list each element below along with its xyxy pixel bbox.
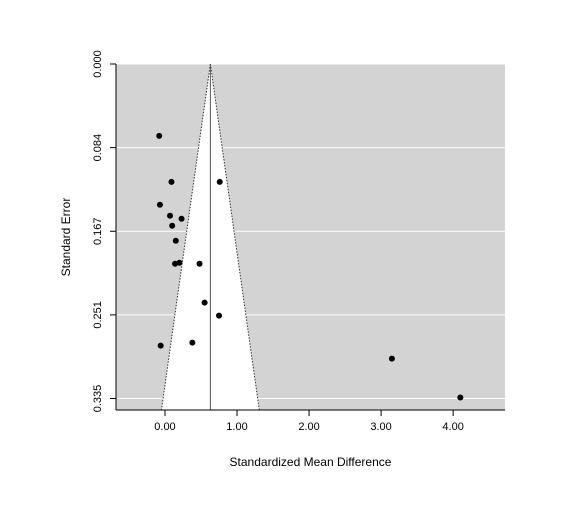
data-point [457,394,464,401]
x-tick-label: 3.00 [370,421,391,433]
x-tick-label: 1.00 [226,421,247,433]
x-tick-label: 0.00 [154,421,175,433]
axes [115,64,505,411]
y-tick-label: 0.084 [92,134,104,162]
data-point [172,237,179,244]
data-point [156,132,163,139]
data-point [156,201,163,208]
data-point [189,339,196,346]
x-axis-ticks: 0.00 1.00 2.00 3.00 4.00 [154,410,464,433]
x-axis-title: Standardized Mean Difference [230,455,392,469]
data-point [196,260,203,267]
y-tick-label: 0.167 [92,217,104,245]
y-tick-label: 0.335 [92,385,104,413]
data-point [167,212,174,219]
y-tick-label: 0.000 [92,50,104,78]
x-tick-label: 4.00 [442,421,463,433]
y-tick-label: 0.251 [92,301,104,329]
data-point [172,260,179,267]
data-points [156,132,464,401]
data-point [388,355,395,362]
y-axis-ticks: 0.000 0.084 0.167 0.251 0.335 [92,50,116,412]
x-tick-label: 2.00 [298,421,319,433]
y-axis-title: Standard Error [59,198,73,277]
data-point [169,222,176,229]
data-point [216,178,223,185]
data-point [216,312,223,319]
data-point [157,342,164,349]
data-point [168,178,175,185]
data-point [178,215,185,222]
data-point [201,299,208,306]
